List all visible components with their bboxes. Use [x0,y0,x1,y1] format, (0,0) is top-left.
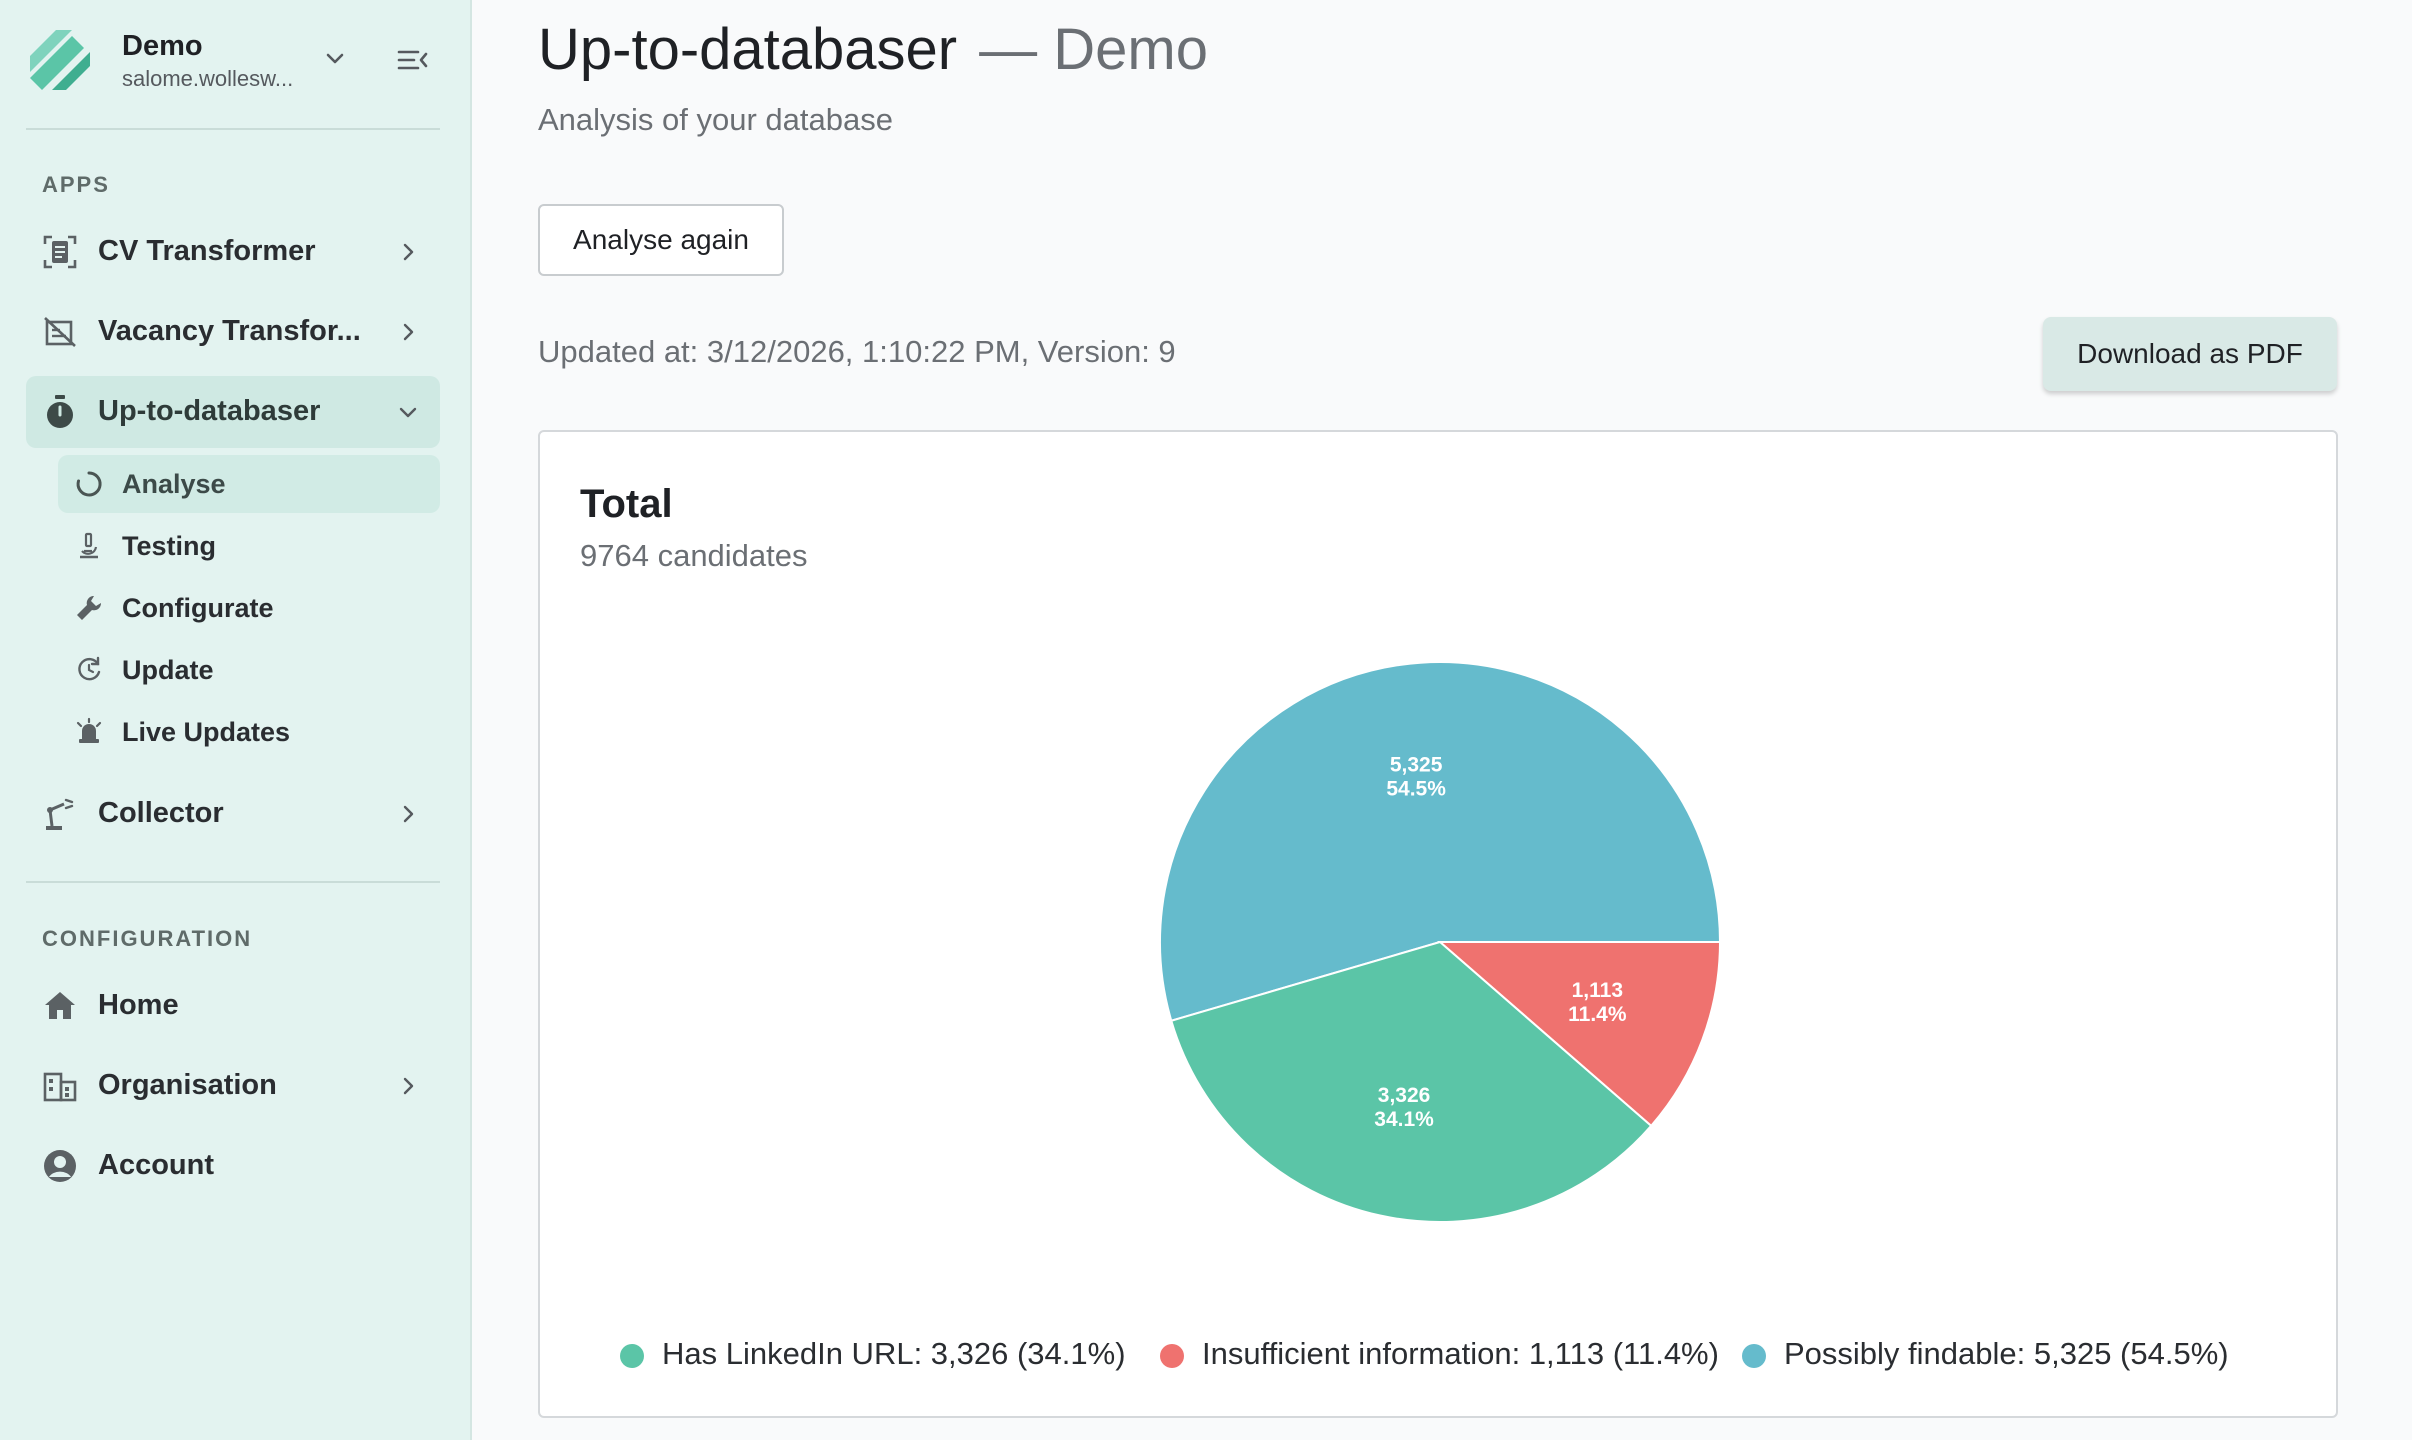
sidebar-item-vacancy-transformer[interactable]: Vacancy Transfor... [26,296,440,368]
sidebar-item-home[interactable]: Home [26,970,440,1042]
pie-slice-possibly-findable[interactable] [1159,661,1722,1022]
sidebar-subitem-update[interactable]: Update [58,641,440,699]
sidebar-item-label: CV Transformer [98,235,316,267]
updated-at-text: Updated at: 3/12/2026, 1:10:22 PM, Versi… [538,334,1176,369]
alarm-bell-icon [76,717,102,743]
account-icon [44,1150,76,1182]
chart-title: Total [580,482,673,526]
slice-percent-label: 54.5% [1386,778,1446,801]
sidebar-subitem-label: Testing [122,531,216,561]
sidebar-item-organisation[interactable]: Organisation [26,1050,440,1122]
legend-label: Insufficient information: 1,113 (11.4%) [1202,1336,1719,1371]
microscope-icon [80,532,98,559]
apps-section-label: APPS [42,172,110,197]
sidebar-subitem-testing[interactable]: Testing [58,517,440,575]
sidebar-item-account[interactable]: Account [26,1130,440,1202]
chevron-right-icon [403,805,414,823]
sidebar-item-label: Home [98,989,179,1021]
organisation-name: Demo [122,30,203,62]
chevron-down-icon[interactable] [320,44,350,74]
download-pdf-button[interactable]: Download as PDF [2043,317,2337,391]
sidebar-item-collector[interactable]: Collector [26,778,440,850]
page-subtitle: Analysis of your database [538,102,893,137]
sidebar-subitem-label: Update [122,655,214,685]
robot-arm-icon [46,798,74,830]
sidebar-subitem-live-updates[interactable]: Live Updates [58,703,440,761]
chevron-right-icon [403,323,414,341]
pie-slice-insufficient-information[interactable] [1437,941,1722,1128]
slice-value-label: 5,325 [1390,754,1443,777]
sidebar-item-label: Vacancy Transfor... [98,315,361,347]
chart-legend: Has LinkedIn URL: 3,326 (34.1%) Insuffici… [540,1330,2340,1380]
circle-progress-icon [76,471,102,497]
pie-slice-has-linkedin-url[interactable] [1170,940,1653,1223]
legend-color-dot [1160,1344,1184,1368]
sidebar-item-up-to-databaser[interactable]: Up-to-databaser [26,376,440,448]
total-chart-card: Total 9764 candidates 5,325 54.5% 1,113 11.… [538,430,2338,1418]
user-email: salome.wollesw... [122,66,294,91]
legend-color-dot [1742,1344,1766,1368]
page-title: Up-to-databaser — Demo [538,16,1208,83]
chevron-right-icon [403,1077,414,1095]
legend-label: Possibly findable: 5,325 (54.5%) [1784,1336,2229,1371]
legend-color-dot [620,1344,644,1368]
legend-label: Has LinkedIn URL: 3,326 (34.1%) [662,1336,1126,1371]
app-logo-icon [30,30,90,90]
chevron-down-icon [399,407,417,418]
sidebar-item-label: Collector [98,797,224,829]
sidebar-subitem-label: Configurate [122,593,274,623]
organisation-switcher[interactable]: Demo salome.wollesw... [26,24,440,104]
analyse-again-button[interactable]: Analyse again [538,204,784,276]
slice-percent-label: 11.4% [1568,1003,1627,1026]
page-title-text: Up-to-databaser [538,17,958,82]
sidebar-subitem-label: Analyse [122,469,226,499]
collapse-sidebar-icon[interactable] [394,42,430,78]
sidebar-subitem-configurate[interactable]: Configurate [58,579,440,637]
chevron-right-icon [403,243,414,261]
sidebar: Demo salome.wollesw... APPS CV Transform… [0,0,472,1440]
stopwatch-icon [47,395,73,428]
sidebar-subitem-analyse[interactable]: Analyse [58,455,440,513]
sidebar-divider [26,881,440,883]
sidebar-item-label: Organisation [98,1069,277,1101]
building-icon [43,1072,77,1102]
sidebar-item-label: Up-to-databaser [98,395,321,427]
vacancy-icon [44,317,76,347]
sidebar-subitem-label: Live Updates [122,717,291,747]
main-content: Up-to-databaser — Demo Analysis of your d… [472,0,2412,1440]
document-scan-icon [43,235,77,269]
slice-value-label: 3,326 [1378,1084,1431,1107]
home-icon [45,992,75,1019]
slice-value-label: 1,113 [1572,979,1623,1002]
wrench-icon [77,595,102,620]
sidebar-divider [26,128,440,130]
configuration-section-label: CONFIGURATION [42,926,253,951]
sidebar-item-cv-transformer[interactable]: CV Transformer [26,216,440,288]
slice-percent-label: 34.1% [1374,1108,1434,1131]
chart-subtitle: 9764 candidates [580,538,808,573]
refresh-clock-icon [78,656,101,681]
sidebar-item-label: Account [98,1149,214,1181]
page-title-suffix: — Demo [979,17,1208,82]
